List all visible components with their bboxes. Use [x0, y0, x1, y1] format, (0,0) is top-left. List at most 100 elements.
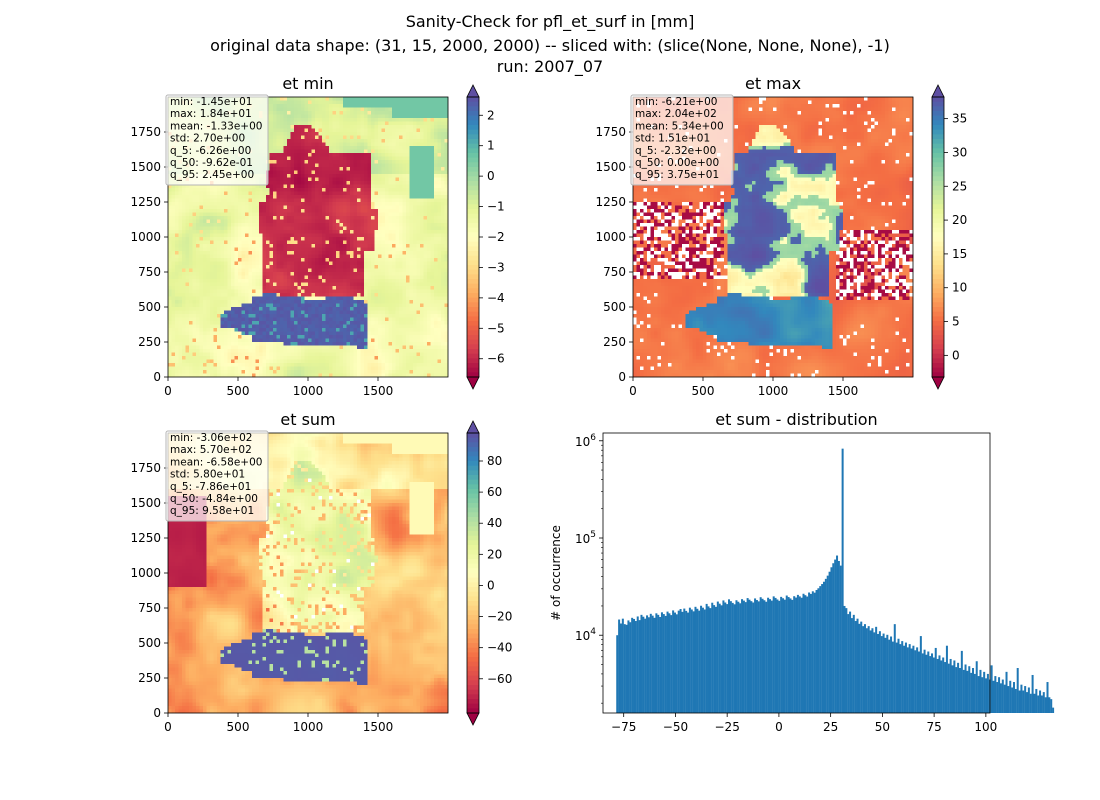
heatmap-cell — [360, 177, 365, 182]
heatmap-cell — [255, 265, 260, 269]
heatmap-cell — [357, 107, 361, 112]
heatmap-cell — [423, 240, 428, 245]
heatmap-cell — [297, 202, 302, 206]
heatmap-cell — [178, 293, 183, 297]
heatmap-cell — [343, 216, 347, 220]
heatmap-cell — [378, 282, 382, 287]
heatmap-cell — [273, 107, 277, 112]
heatmap-cell — [434, 272, 438, 276]
heatmap-cell — [199, 209, 204, 213]
heatmap-cell — [364, 247, 368, 252]
heatmap-cell — [399, 149, 403, 154]
heatmap-cell — [329, 226, 333, 231]
heatmap-cell — [325, 230, 330, 234]
heatmap-cell — [322, 261, 326, 266]
heatmap-cell — [385, 177, 389, 182]
heatmap-cell — [297, 146, 302, 150]
heatmap-cell — [301, 195, 305, 199]
heatmap-cell — [409, 121, 414, 126]
heatmap-cell — [364, 118, 368, 122]
heatmap-cell — [371, 114, 375, 119]
heatmap-cell — [280, 251, 284, 255]
heatmap-cell — [357, 226, 361, 231]
heatmap-cell — [322, 226, 326, 231]
heatmap-cell — [332, 282, 337, 287]
heatmap-cell — [392, 261, 396, 266]
heatmap-cell — [171, 202, 176, 206]
heatmap-cell — [273, 188, 277, 192]
heatmap-cell — [444, 146, 449, 150]
heatmap-cell — [367, 282, 372, 287]
heatmap-cell — [199, 216, 204, 220]
heatmap-cell — [434, 107, 438, 112]
heatmap-cell — [413, 139, 417, 143]
heatmap-cell — [185, 296, 190, 301]
heatmap-cell — [381, 188, 386, 192]
heatmap-cell — [339, 160, 344, 164]
heatmap-cell — [213, 209, 218, 213]
heatmap-cell — [430, 303, 435, 308]
heatmap-cell — [280, 100, 284, 105]
heatmap-cell — [374, 307, 379, 311]
heatmap-cell — [192, 275, 197, 280]
heatmap-cell — [168, 226, 172, 231]
heatmap-cell — [231, 205, 235, 210]
heatmap-cell — [283, 268, 288, 273]
heatmap-cell — [315, 114, 319, 119]
heatmap-cell — [248, 282, 253, 287]
heatmap-cell — [276, 174, 281, 178]
heatmap-cell — [255, 209, 260, 213]
heatmap-cell — [189, 230, 193, 234]
heatmap-cell — [234, 258, 239, 262]
heatmap-cell — [444, 170, 449, 175]
heatmap-cell — [297, 100, 302, 105]
heatmap-cell — [371, 258, 375, 262]
heatmap-cell — [308, 139, 312, 143]
heatmap-cell — [280, 282, 284, 287]
heatmap-cell — [399, 300, 403, 304]
heatmap-cell — [381, 142, 386, 147]
heatmap-cell — [367, 118, 372, 122]
heatmap-cell — [350, 279, 354, 283]
heatmap-cell — [203, 244, 207, 248]
heatmap-cell — [248, 300, 253, 304]
heatmap-cell — [213, 300, 218, 304]
heatmap-cell — [213, 202, 218, 206]
heatmap-cell — [329, 160, 333, 164]
heatmap-cell — [357, 132, 361, 136]
heatmap-cell — [406, 111, 410, 115]
heatmap-cell — [371, 212, 375, 217]
heatmap-cell — [388, 100, 393, 105]
heatmap-cell — [343, 184, 347, 189]
heatmap-cell — [336, 167, 340, 171]
heatmap-cell — [273, 296, 277, 301]
heatmap-cell — [185, 202, 190, 206]
heatmap-cell — [318, 188, 323, 192]
heatmap-cell — [308, 174, 312, 178]
heatmap-cell — [234, 212, 239, 217]
heatmap-cell — [210, 275, 214, 280]
heatmap-cell — [241, 300, 246, 304]
heatmap-cell — [168, 275, 172, 280]
heatmap-cell — [301, 286, 305, 290]
heatmap-cell — [227, 240, 232, 245]
heatmap-cell — [287, 163, 291, 168]
heatmap-cell — [318, 296, 323, 301]
heatmap-cell — [430, 191, 435, 196]
heatmap-cell — [409, 237, 414, 241]
heatmap-cell — [409, 310, 414, 315]
heatmap-cell — [283, 167, 288, 171]
heatmap-cell — [378, 160, 382, 164]
heatmap-cell — [430, 289, 435, 294]
heatmap-cell — [416, 251, 421, 255]
heatmap-cell — [210, 258, 214, 262]
heatmap-cell — [434, 146, 438, 150]
heatmap-cell — [171, 310, 176, 315]
heatmap-cell — [392, 286, 396, 290]
heatmap-cell — [322, 272, 326, 276]
heatmap-cell — [395, 121, 400, 126]
heatmap-cell — [224, 244, 228, 248]
heatmap-cell — [234, 209, 239, 213]
heatmap-cell — [441, 100, 445, 105]
heatmap-cell — [437, 128, 442, 133]
